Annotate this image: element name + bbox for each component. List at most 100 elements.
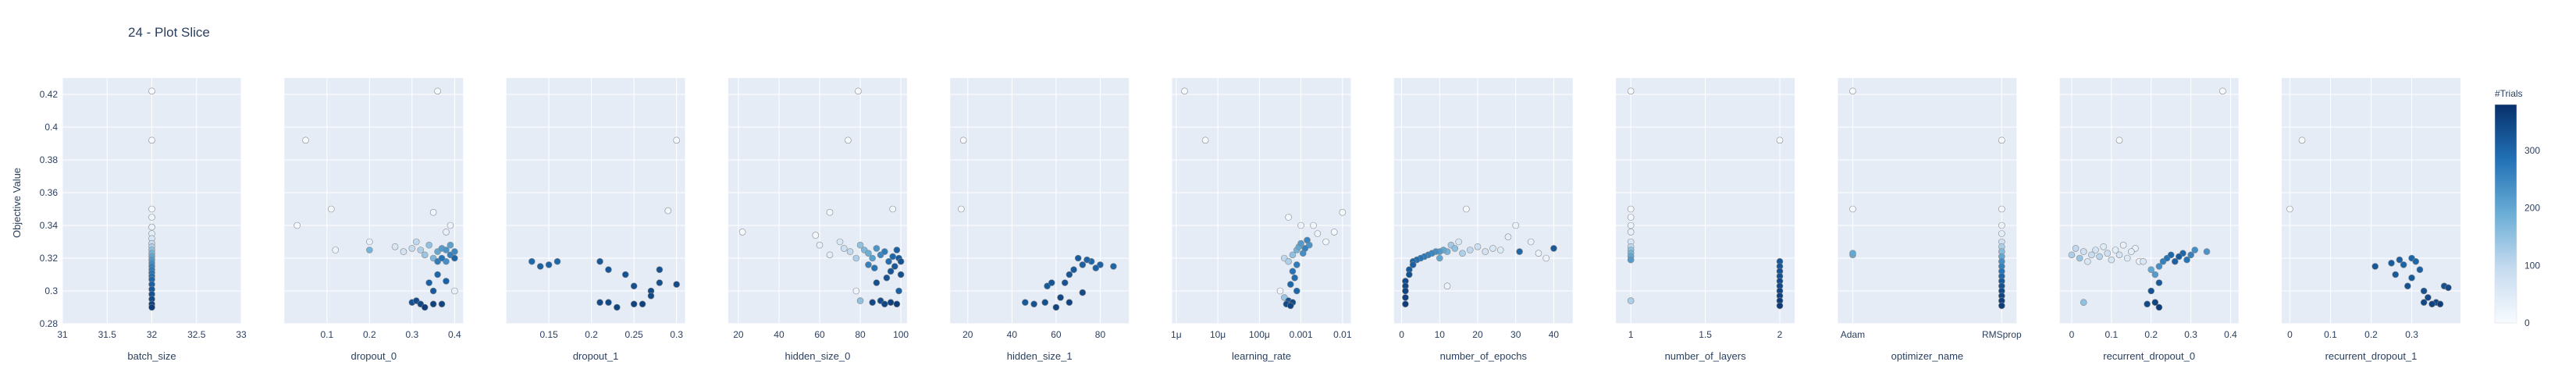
data-point xyxy=(421,303,429,311)
colorbar-gradient xyxy=(2494,104,2517,324)
data-point xyxy=(1030,300,1037,308)
data-point xyxy=(1276,287,1284,295)
data-point xyxy=(856,297,864,304)
x-axis-title: hidden_size_1 xyxy=(1007,350,1073,362)
data-point xyxy=(2115,136,2123,144)
data-point xyxy=(845,136,852,144)
data-point xyxy=(2183,256,2190,264)
data-point xyxy=(443,229,450,236)
data-point xyxy=(2084,257,2091,265)
data-point xyxy=(528,257,535,265)
x-axis-title: dropout_1 xyxy=(573,350,619,362)
data-point xyxy=(1627,214,1635,221)
data-point xyxy=(895,287,902,295)
x-tick-label: 31 xyxy=(57,329,68,340)
data-point xyxy=(836,238,844,246)
data-point xyxy=(148,87,155,95)
data-point xyxy=(545,261,553,268)
data-point xyxy=(413,238,420,246)
data-point xyxy=(891,263,898,270)
data-point xyxy=(2151,299,2159,307)
data-point xyxy=(840,245,848,252)
data-point xyxy=(1293,261,1300,268)
x-tick-label: 0.25 xyxy=(624,329,643,340)
data-point xyxy=(451,287,458,295)
data-point xyxy=(2128,248,2135,255)
x-tick-label: 0.1 xyxy=(320,329,333,340)
data-point xyxy=(2436,300,2444,308)
data-point xyxy=(429,208,437,216)
data-point xyxy=(2147,287,2155,295)
data-point xyxy=(1627,222,1635,229)
data-point xyxy=(1402,294,1409,301)
subplot-learning-rate: 1μ 10μ 100μ 0.001 0.01 learning_rate xyxy=(1171,78,1352,362)
data-point xyxy=(2219,87,2226,95)
x-tick-label: 33 xyxy=(236,329,247,340)
data-point xyxy=(366,246,373,254)
data-point xyxy=(2123,254,2131,262)
data-point xyxy=(1627,229,1635,236)
x-tick-label: 40 xyxy=(1007,329,1018,340)
data-point xyxy=(596,299,603,307)
data-point xyxy=(2286,205,2293,213)
data-point xyxy=(447,222,454,229)
data-point xyxy=(656,266,664,274)
x-tick-label: 10 xyxy=(1435,329,1446,340)
x-tick-label: 0.001 xyxy=(1290,329,1313,340)
data-point xyxy=(621,271,629,278)
data-point xyxy=(2425,294,2432,301)
x-tick-label: 1μ xyxy=(1171,329,1182,340)
data-point xyxy=(1459,250,1466,257)
colorbar-tick-label: 0 xyxy=(2524,317,2530,328)
plot-background xyxy=(284,78,464,324)
page-title: 24 - Plot Slice xyxy=(128,25,210,40)
x-tick-label: 32 xyxy=(147,329,158,340)
colorbar-tick-label: 200 xyxy=(2524,203,2540,214)
data-point xyxy=(2191,246,2199,254)
data-point xyxy=(417,246,425,254)
x-tick-label: 30 xyxy=(1510,329,1521,340)
subplot-hidden-size-0: 20 40 60 80 100 hidden_size_0 xyxy=(728,78,909,362)
data-point xyxy=(846,248,854,255)
data-point xyxy=(443,246,450,254)
y-tick-label: 0.38 xyxy=(40,154,59,165)
plot-background xyxy=(506,78,685,324)
data-point xyxy=(1286,302,1294,310)
data-point xyxy=(1301,245,1309,252)
x-axis-title: recurrent_dropout_1 xyxy=(2325,350,2418,362)
x-tick-label: RMSprop xyxy=(1982,329,2022,340)
data-point xyxy=(2092,246,2099,254)
data-point xyxy=(438,254,446,262)
data-point xyxy=(148,205,155,213)
plot-background xyxy=(2059,78,2239,324)
data-point xyxy=(1512,222,1520,229)
data-point xyxy=(826,208,834,216)
subplot-dropout-1: 0.15 0.2 0.25 0.3 dropout_1 xyxy=(506,78,685,362)
data-point xyxy=(2404,282,2411,290)
subplot-optimizer-name: Adam RMSprop optimizer_name xyxy=(1838,78,2022,362)
data-point xyxy=(2392,271,2400,278)
subplot-dropout-0: 0.1 0.2 0.3 0.4 dropout_0 xyxy=(284,78,464,362)
data-point xyxy=(1330,229,1338,236)
y-tick-label: 0.3 xyxy=(44,285,58,296)
data-point xyxy=(429,300,437,308)
data-point xyxy=(1776,136,1784,144)
data-point xyxy=(959,136,967,144)
subplot-number-of-epochs: 0 10 20 30 40 number_of_epochs xyxy=(1393,78,1573,362)
subplot-recurrent-dropout-1: 0 0.1 0.2 0.3 recurrent_dropout_1 xyxy=(2282,78,2460,362)
x-tick-label: 0.2 xyxy=(363,329,376,340)
data-point xyxy=(1061,279,1069,286)
data-point xyxy=(451,254,458,262)
data-point xyxy=(1314,230,1322,237)
x-tick-label: 2 xyxy=(1777,329,1783,340)
data-point xyxy=(673,281,680,288)
data-point xyxy=(148,136,155,144)
data-point xyxy=(614,303,621,311)
data-point xyxy=(1297,239,1304,247)
data-point xyxy=(596,257,603,265)
x-tick-label: 0.3 xyxy=(2405,329,2418,340)
data-point xyxy=(881,248,888,255)
data-point xyxy=(1289,251,1297,259)
plot-background xyxy=(950,78,1130,324)
x-tick-label: 0.4 xyxy=(2224,329,2237,340)
